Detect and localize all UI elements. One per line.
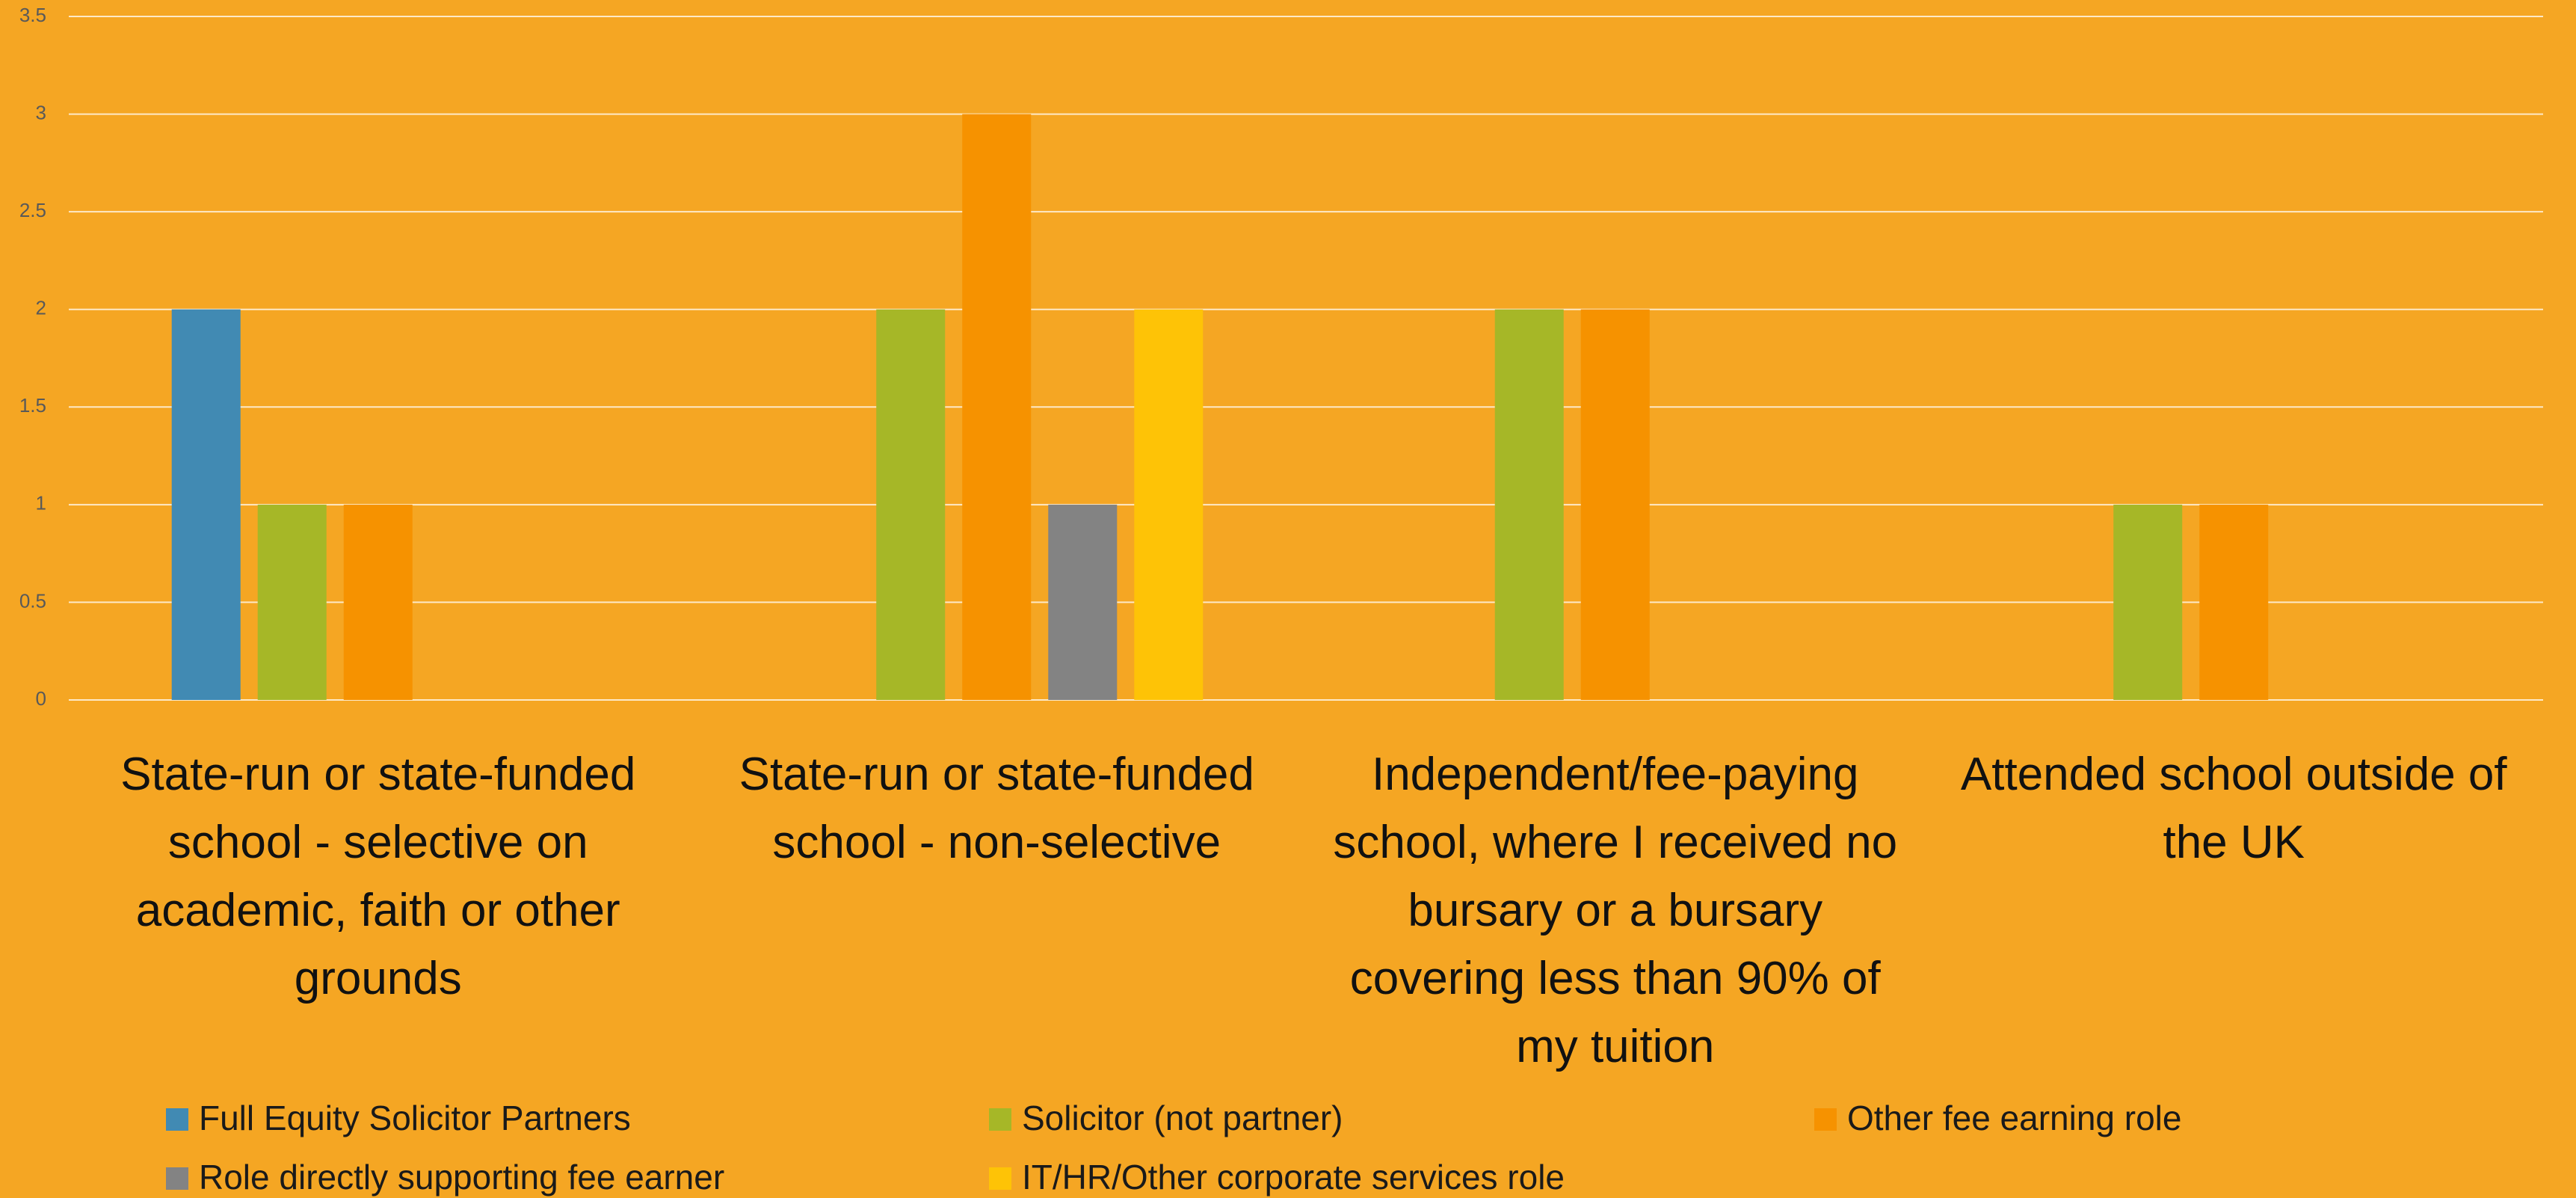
bar: [1048, 504, 1118, 700]
legend-label: Role directly supporting fee earner: [199, 1158, 724, 1197]
legend-swatch: [166, 1108, 188, 1131]
bar: [171, 309, 241, 700]
x-tick-label: Independent/fee-paying school, where I r…: [1333, 749, 1898, 1072]
legend-label: Solicitor (not partner): [1022, 1099, 1343, 1137]
bar: [1580, 309, 1650, 700]
legend-label: Full Equity Solicitor Partners: [199, 1099, 631, 1137]
bar: [257, 504, 327, 700]
y-tick-label: 2: [36, 297, 46, 319]
x-tick-label: State-run or state-funded school - non-s…: [739, 749, 1254, 868]
y-tick-label: 1.5: [19, 394, 46, 417]
bar: [343, 504, 413, 700]
legend-swatch: [166, 1167, 188, 1190]
y-tick-label: 3: [36, 101, 46, 123]
bar: [876, 309, 946, 700]
bar: [962, 114, 1032, 701]
y-tick-label: 2.5: [19, 199, 46, 221]
legend-swatch: [989, 1108, 1011, 1131]
x-tick-label: Attended school outside of the UK: [1960, 749, 2507, 868]
y-tick-label: 1: [36, 492, 46, 514]
y-tick-label: 0: [36, 687, 46, 710]
bar: [2199, 504, 2269, 700]
legend-swatch: [1814, 1108, 1837, 1131]
y-tick-label: 0.5: [19, 589, 46, 612]
bar: [1494, 309, 1564, 700]
legend-label: IT/HR/Other corporate services role: [1022, 1158, 1565, 1197]
bar: [2113, 504, 2183, 700]
legend-swatch: [989, 1167, 1011, 1190]
x-tick-label: State-run or state-funded school - selec…: [120, 749, 636, 1004]
bar: [1134, 309, 1204, 700]
y-tick-label: 3.5: [19, 4, 46, 26]
legend-label: Other fee earning role: [1847, 1099, 2182, 1137]
